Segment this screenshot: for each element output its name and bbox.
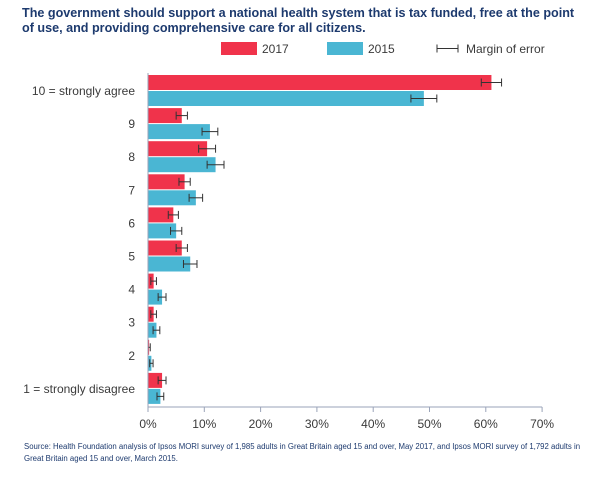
bar-chart: 2017 2015 Margin of error 10 = strongly agr…	[23, 42, 554, 430]
x-tick-label-3: 30%	[305, 417, 329, 430]
category-label-9: 2	[128, 349, 135, 363]
category-label-4: 7	[128, 183, 135, 197]
bar-2017-1	[148, 75, 492, 90]
x-tick-label-1: 10%	[192, 417, 216, 430]
chart-title: The government should support a national…	[22, 6, 575, 35]
bar-2015-4	[148, 190, 196, 206]
category-label-5: 6	[128, 216, 135, 230]
x-tick-label-5: 50%	[417, 417, 441, 430]
category-label-7: 4	[128, 283, 135, 297]
x-tick-label-7: 70%	[530, 417, 554, 430]
bar-2017-2	[148, 108, 182, 124]
bar-2015-5	[148, 223, 177, 239]
bar-2017-4	[148, 174, 185, 190]
bar-2017-6	[148, 240, 182, 256]
category-label-3: 8	[128, 150, 135, 164]
bar-2015-1	[148, 91, 424, 106]
legend-swatch-2015	[327, 42, 363, 55]
bar-2015-3	[148, 157, 216, 173]
bar-2015-2	[148, 124, 210, 140]
category-label-1: 10 = strongly agree	[32, 84, 135, 98]
bar-2017-3	[148, 141, 208, 157]
legend-label-2015: 2015	[368, 42, 395, 56]
category-label-10: 1 = strongly disagree	[23, 382, 135, 396]
x-tick-label-2: 20%	[249, 417, 273, 430]
x-tick-label-6: 60%	[474, 417, 498, 430]
legend-label-margin-of-error: Margin of error	[466, 42, 545, 56]
bar-2015-8	[148, 322, 157, 338]
category-label-6: 5	[128, 250, 135, 264]
x-tick-label-4: 40%	[361, 417, 385, 430]
source-note: Source: Health Foundation analysis of Ip…	[24, 442, 581, 463]
bar-2017-5	[148, 207, 174, 223]
legend-swatch-2017	[221, 42, 257, 55]
x-tick-label-0: 0%	[139, 417, 157, 430]
category-label-2: 9	[128, 117, 135, 131]
legend-label-2017: 2017	[262, 42, 289, 56]
bar-2015-6	[148, 256, 191, 272]
category-label-8: 3	[128, 316, 135, 330]
